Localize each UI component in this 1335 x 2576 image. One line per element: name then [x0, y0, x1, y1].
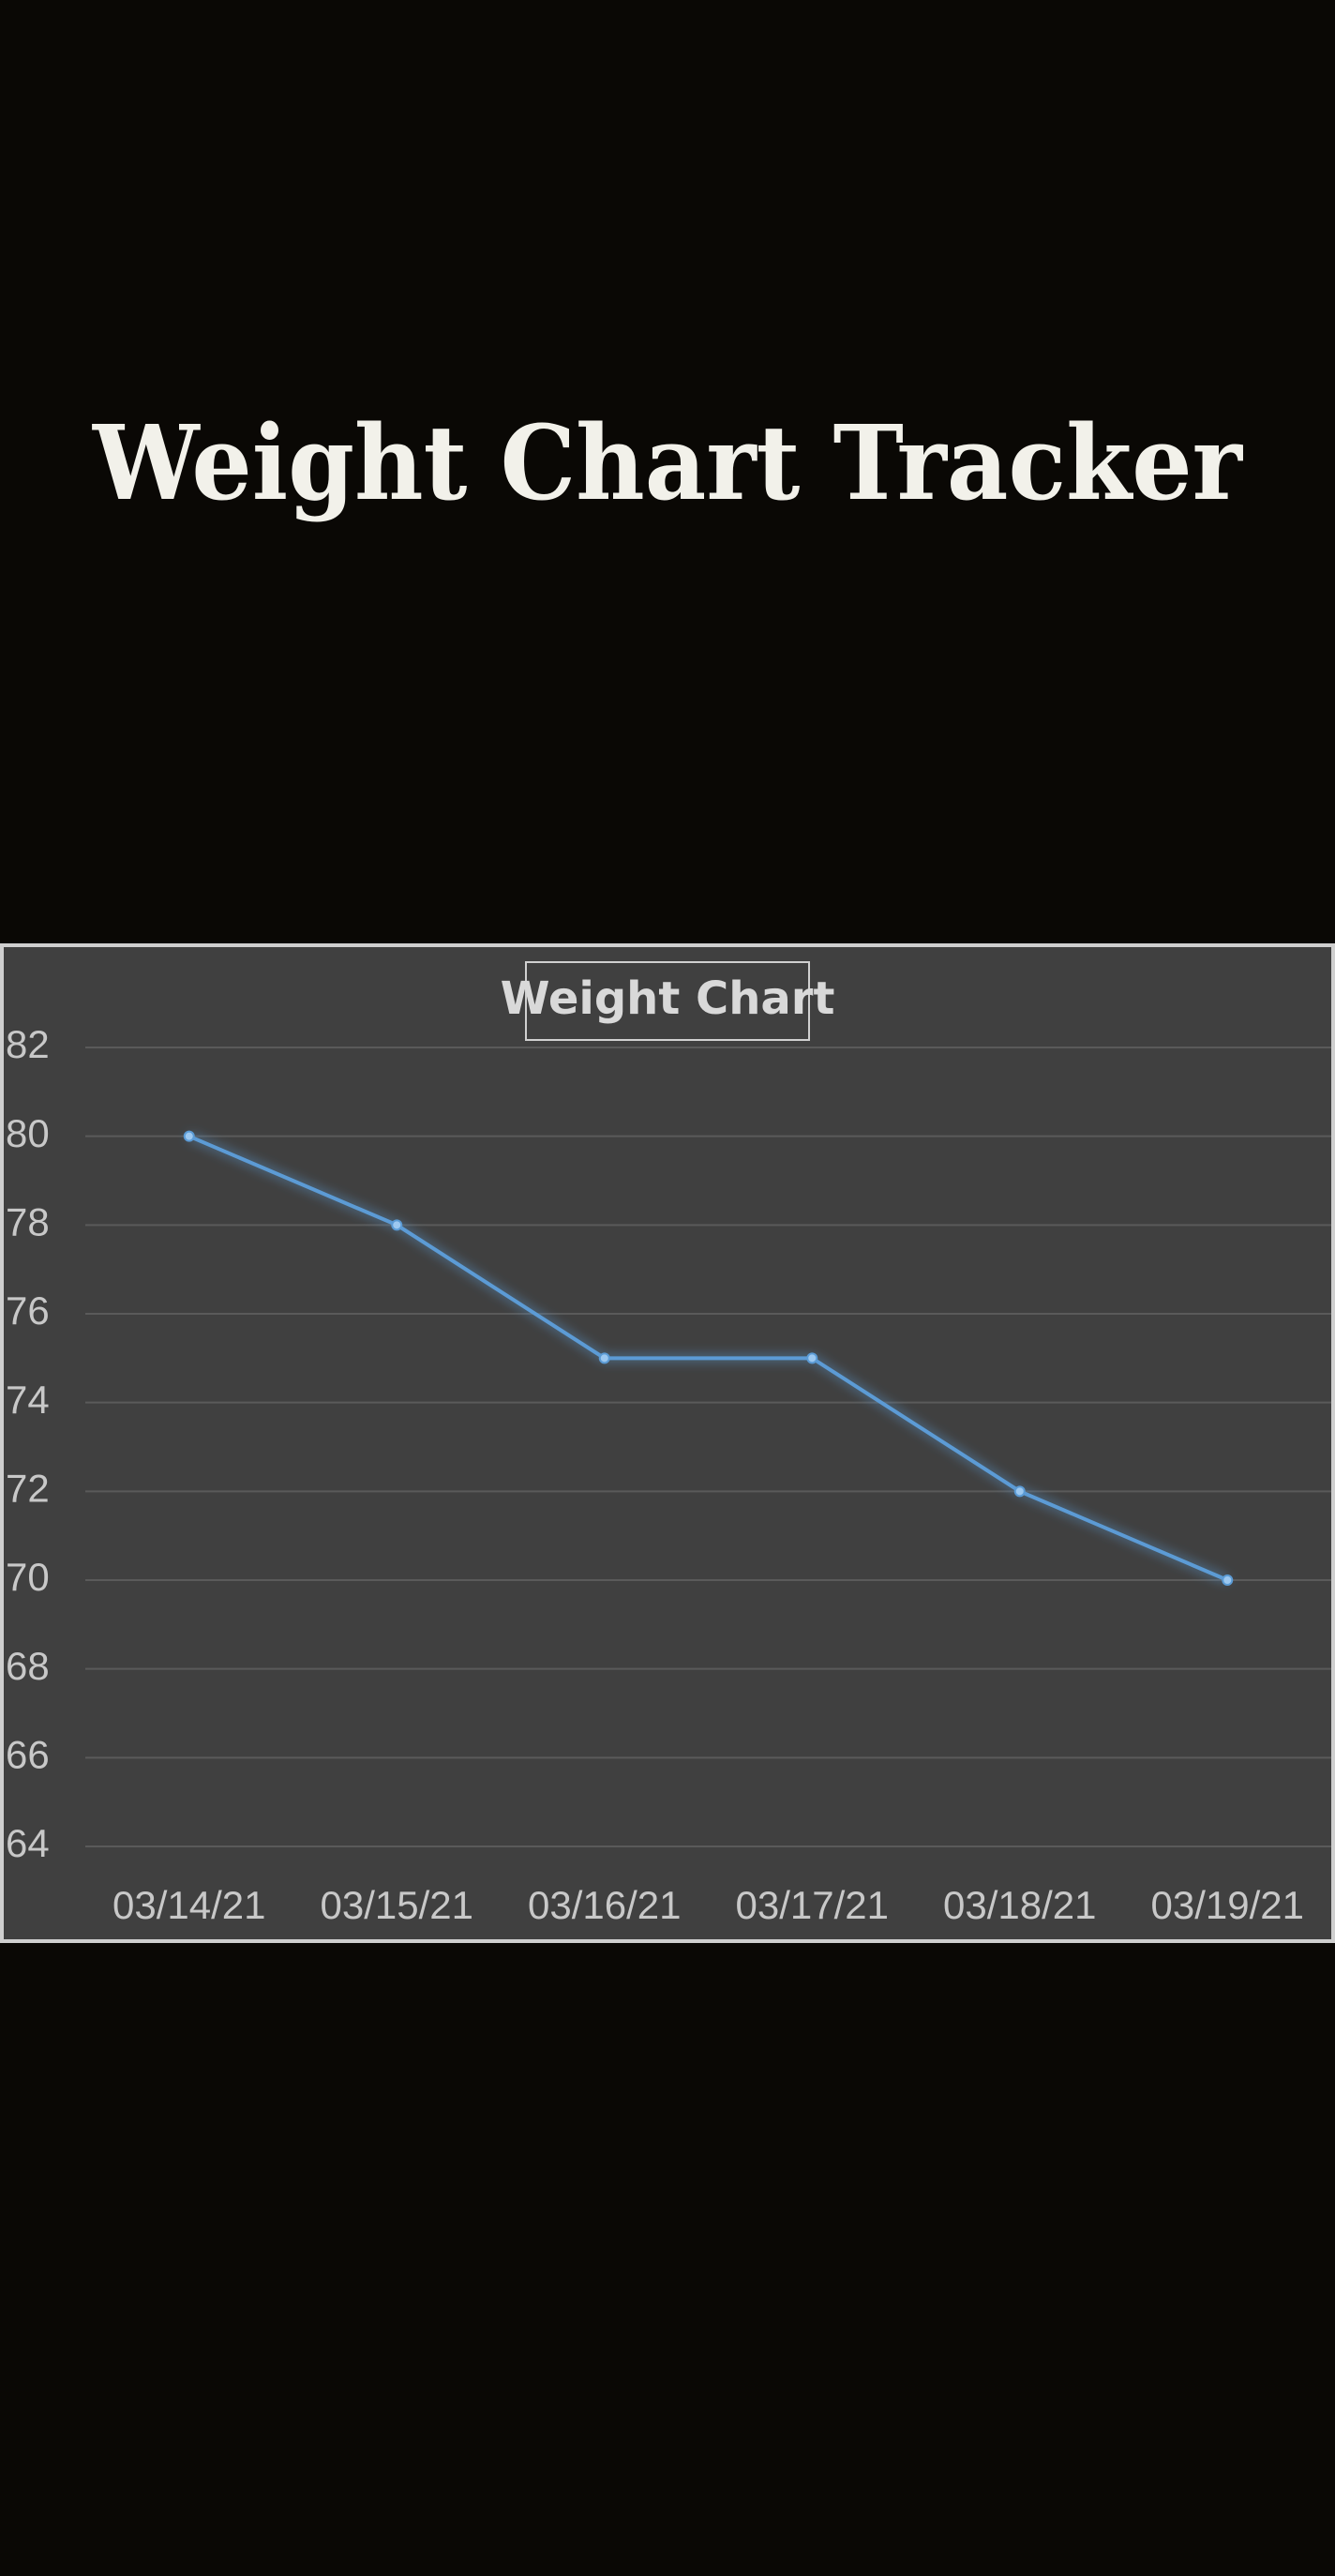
y-tick-label: 70 [6, 1555, 50, 1599]
x-tick-label: 03/18/21 [943, 1883, 1097, 1927]
data-point [183, 1130, 195, 1142]
x-tick-label: 03/17/21 [736, 1883, 890, 1927]
chart-title-box [525, 961, 810, 1041]
y-tick-label: 82 [6, 1022, 50, 1066]
y-tick-label: 72 [6, 1466, 50, 1510]
y-tick-label: 68 [6, 1644, 50, 1688]
plot: 64 66 68 70 72 74 76 78 80 82 03/14/21 03/15/21 03/1… [6, 1022, 1331, 1927]
chart-frame [0, 943, 1335, 1943]
chart-title: Weight Chart [501, 972, 835, 1025]
data-point [598, 1352, 610, 1364]
x-tick-label: 03/16/21 [528, 1883, 682, 1927]
y-tick-label: 76 [6, 1288, 50, 1333]
data-point [1222, 1574, 1234, 1586]
y-tick-label: 64 [6, 1821, 50, 1865]
y-tick-label: 78 [6, 1199, 50, 1243]
data-point [806, 1352, 818, 1364]
series-line [188, 1134, 1229, 1582]
page-title: Weight Chart Tracker [92, 402, 1244, 523]
y-tick-label: 74 [6, 1378, 50, 1422]
x-tick-label: 03/19/21 [1151, 1883, 1305, 1927]
y-tick-label: 66 [6, 1732, 50, 1776]
x-tick-label: 03/14/21 [112, 1883, 266, 1927]
data-point [391, 1219, 403, 1231]
y-tick-label: 80 [6, 1111, 50, 1155]
x-tick-label: 03/15/21 [321, 1883, 474, 1927]
data-point [1013, 1485, 1026, 1498]
